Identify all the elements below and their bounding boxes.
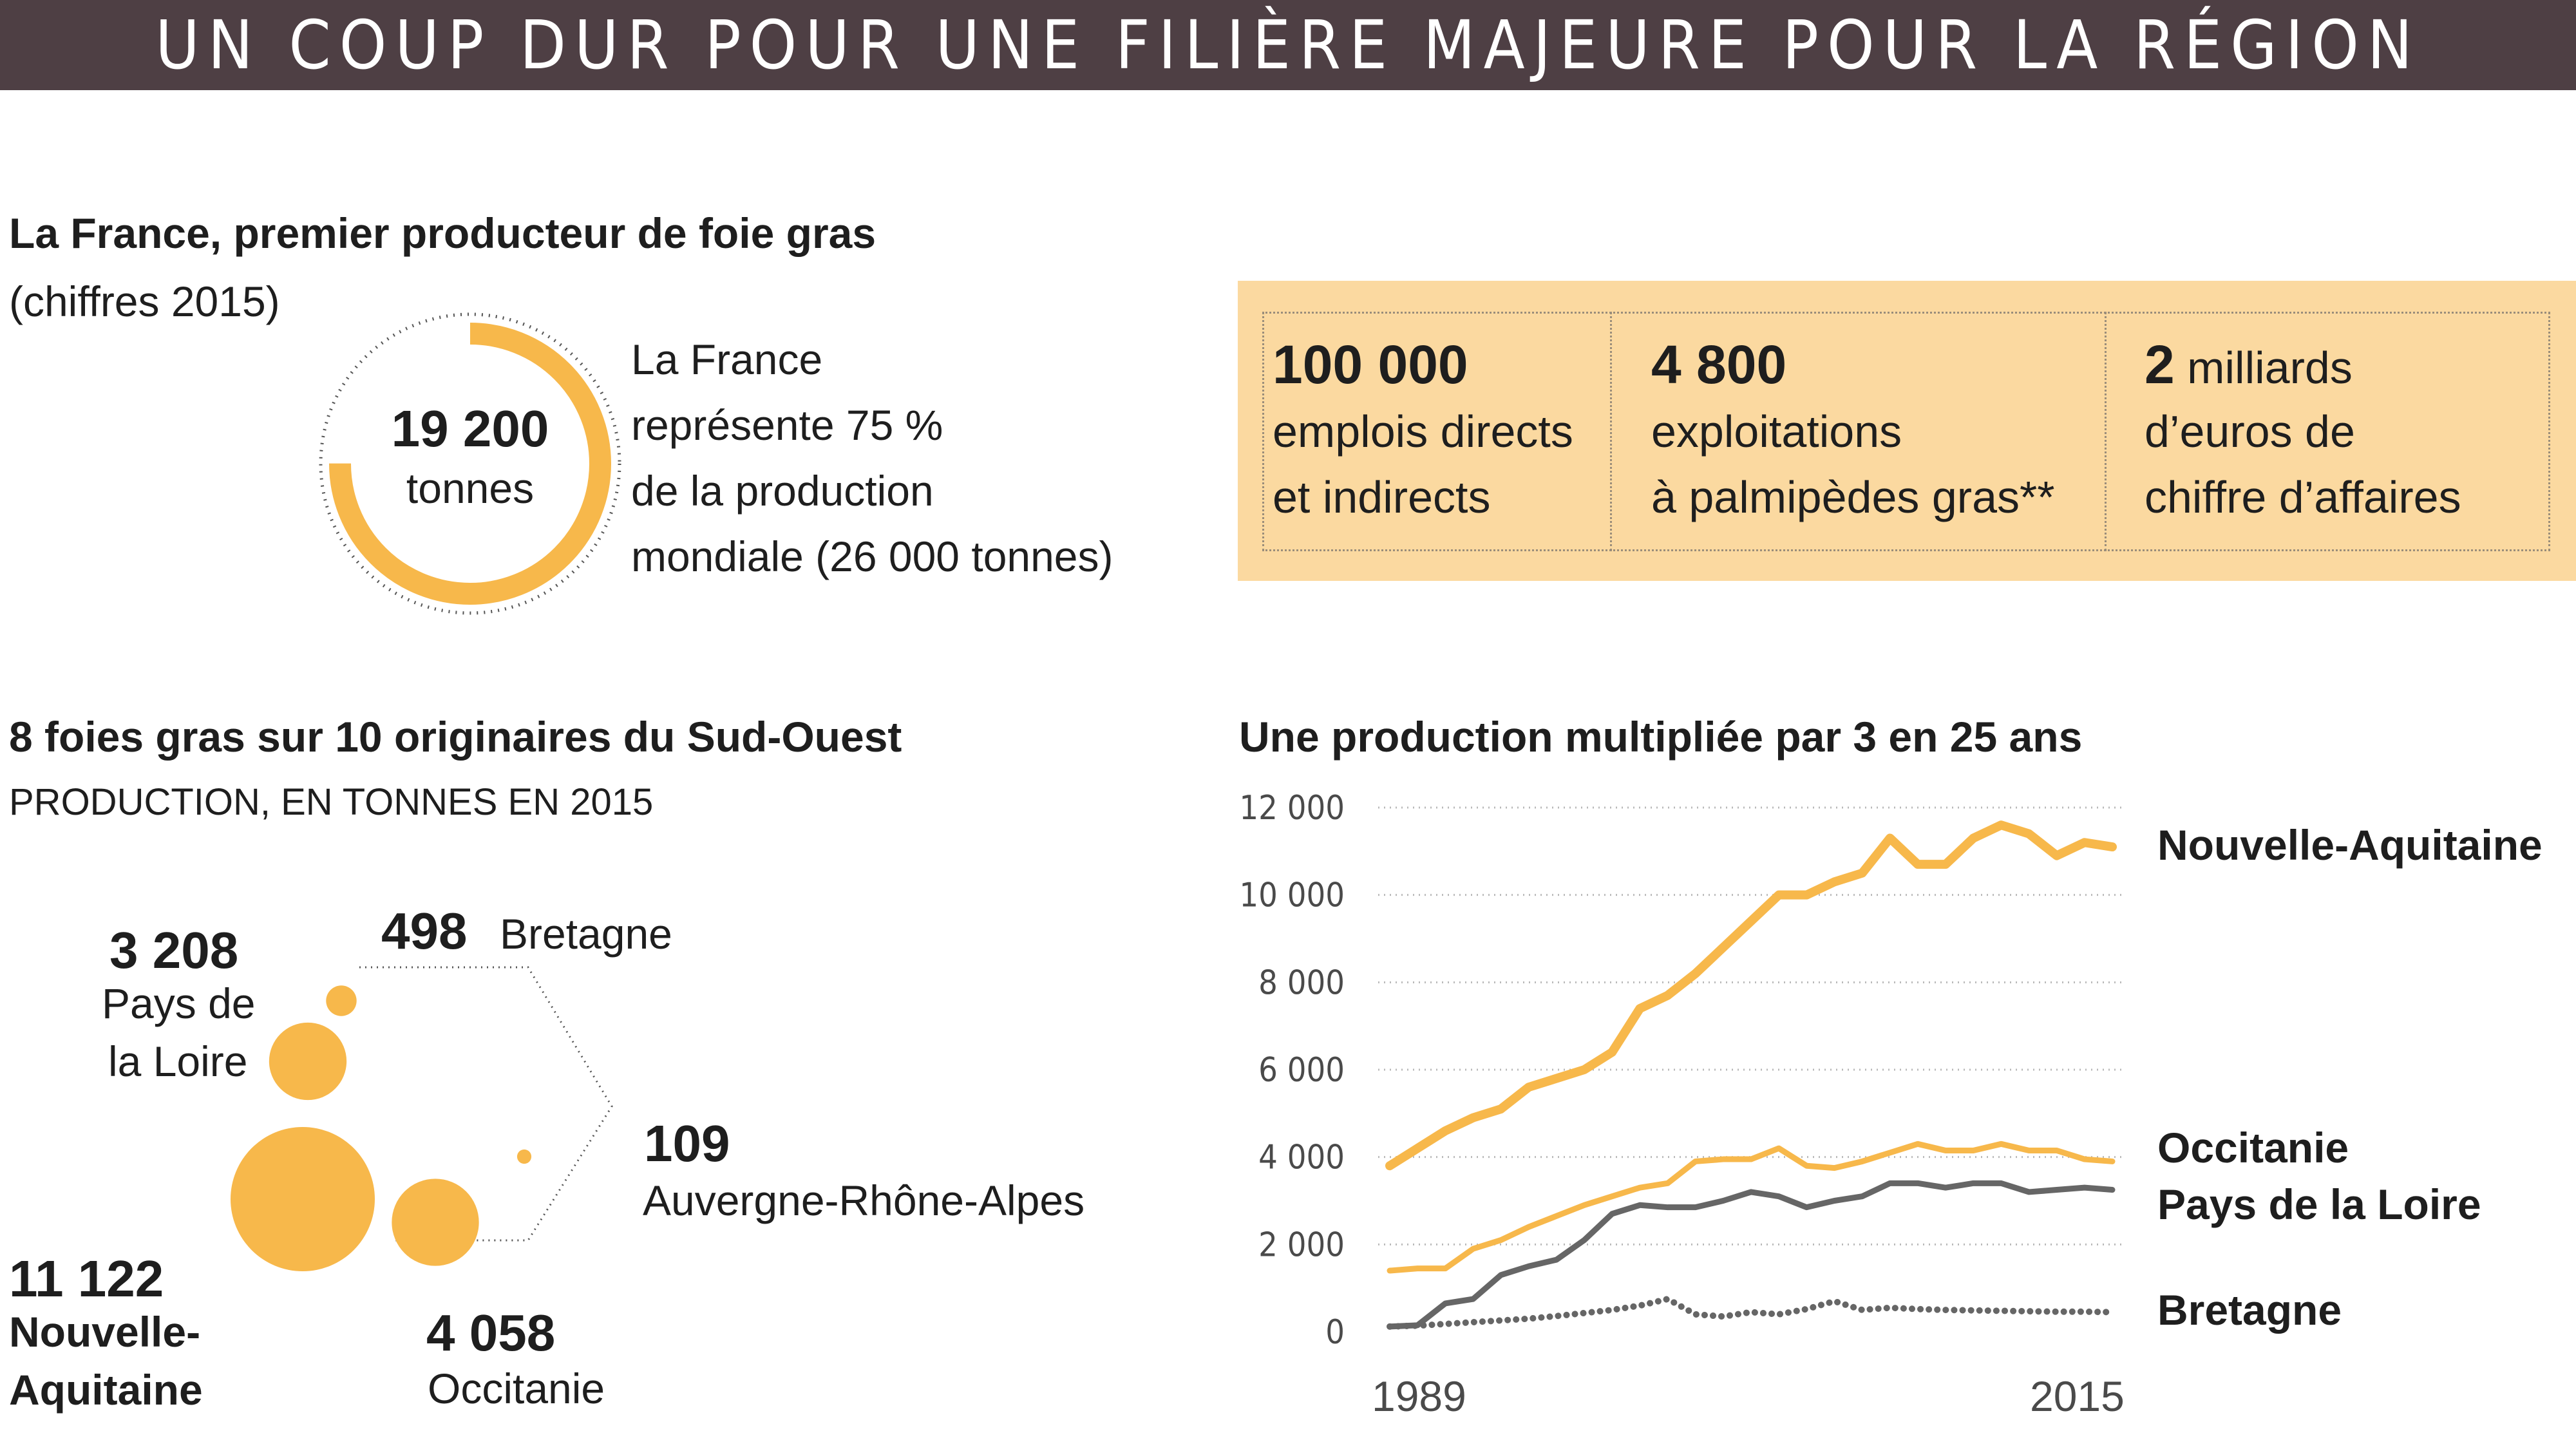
y-tick-label: 2 000 (1258, 1226, 1345, 1264)
section2-subtitle: PRODUCTION, EN TONNES EN 2015 (9, 781, 654, 823)
key-figures-frame (1262, 312, 2550, 551)
x-tick-label-first: 1989 (1372, 1372, 1466, 1420)
x-tick-label-last: 2015 (2030, 1372, 2125, 1420)
series-line-bretagne (1387, 1296, 2116, 1330)
legend-bretagne: Bretagne (2157, 1286, 2342, 1334)
stat-farms-line-2: à palmipèdes gras** (1651, 472, 2055, 522)
bubble-chart (231, 966, 613, 1271)
y-tick-label: 12 000 (1239, 789, 1345, 828)
stat-revenue-suffix: milliards (2174, 343, 2353, 393)
series-line-nouvelle-aquitaine (1385, 820, 2117, 1171)
page-title: UN COUP DUR POUR UNE FILIÈRE MAJEURE POU… (155, 6, 2421, 84)
region-label-auvergne: Auvergne-Rhône-Alpes (643, 1177, 1085, 1224)
description-line-1: La France (631, 336, 823, 383)
section1-subtitle: (chiffres 2015) (9, 278, 280, 325)
key-figures-box (1238, 281, 2576, 581)
legend-pays-de-la-loire: Pays de la Loire (2157, 1180, 2481, 1228)
stat-revenue-line-1: d’euros de (2145, 406, 2355, 457)
y-tick-label: 10 000 (1239, 876, 1345, 915)
bubble-nouvelle-aquitaine (231, 1127, 375, 1271)
section2-title: 8 foies gras sur 10 originaires du Sud-O… (9, 713, 902, 761)
region-value-auvergne: 109 (644, 1115, 730, 1172)
key-figures-divider (1610, 312, 1612, 551)
stat-jobs-value: 100 000 (1273, 334, 1468, 395)
section1-title: La France, premier producteur de foie gr… (9, 209, 876, 257)
region-label-nouvelle-aquitaine-1: Nouvelle- (9, 1308, 201, 1356)
ring-outline (319, 312, 621, 615)
description-line-3: de la production (631, 467, 934, 515)
stat-revenue-value: 2 milliards (2145, 334, 2353, 396)
y-tick-label: 6 000 (1258, 1051, 1345, 1090)
y-tick-label: 0 (1325, 1313, 1345, 1352)
y-tick-label: 8 000 (1258, 963, 1345, 1002)
key-figures-divider (2105, 312, 2107, 551)
y-tick-label: 4 000 (1258, 1139, 1345, 1177)
title-banner (0, 0, 2576, 90)
stat-revenue-line-2: chiffre d’affaires (2145, 472, 2461, 522)
series-line-occitanie (1387, 1141, 2116, 1274)
legend-nouvelle-aquitaine: Nouvelle-Aquitaine (2157, 821, 2543, 869)
ring-unit: tonnes (406, 464, 535, 512)
section3-title: Une production multipliée par 3 en 25 an… (1239, 713, 2083, 761)
stat-jobs-line-1: emplois directs (1273, 406, 1573, 457)
region-label-pays-de-la-loire-1: Pays de (102, 980, 256, 1027)
bubble-auvergne-rh-ne-alpes (516, 1149, 532, 1164)
region-value-pays-de-la-loire: 3 208 (109, 922, 239, 979)
region-value-bretagne: 498 (381, 902, 468, 960)
region-label-nouvelle-aquitaine-2: Aquitaine (9, 1366, 203, 1414)
description-line-4: mondiale (26 000 tonnes) (631, 533, 1113, 580)
region-label-pays-de-la-loire-2: la Loire (108, 1037, 248, 1085)
sud-ouest-outline (359, 966, 613, 1242)
line-chart: 0 2 000 4 000 6 000 8 000 10 000 12 000 (1239, 789, 2125, 1352)
series-line-pays-de-la-loire (1387, 1180, 2116, 1330)
stat-revenue-number: 2 (2145, 334, 2175, 395)
bubble-occitanie (392, 1179, 479, 1266)
bubble-bretagne (326, 985, 357, 1016)
production-share-ring (319, 312, 621, 615)
description-line-2: représente 75 % (631, 401, 943, 449)
ring-share-arc (329, 323, 611, 605)
region-value-nouvelle-aquitaine: 11 122 (9, 1250, 164, 1307)
stat-farms-line-1: exploitations (1651, 406, 1902, 457)
stat-jobs-line-2: et indirects (1273, 472, 1491, 522)
ring-value: 19 200 (391, 400, 549, 457)
legend-occitanie: Occitanie (2157, 1124, 2349, 1171)
stat-farms-value: 4 800 (1651, 334, 1787, 395)
region-label-occitanie: Occitanie (428, 1365, 605, 1412)
region-value-occitanie: 4 058 (426, 1304, 556, 1361)
region-label-bretagne: Bretagne (500, 910, 672, 958)
bubble-pays-de-la-loire (269, 1022, 347, 1101)
